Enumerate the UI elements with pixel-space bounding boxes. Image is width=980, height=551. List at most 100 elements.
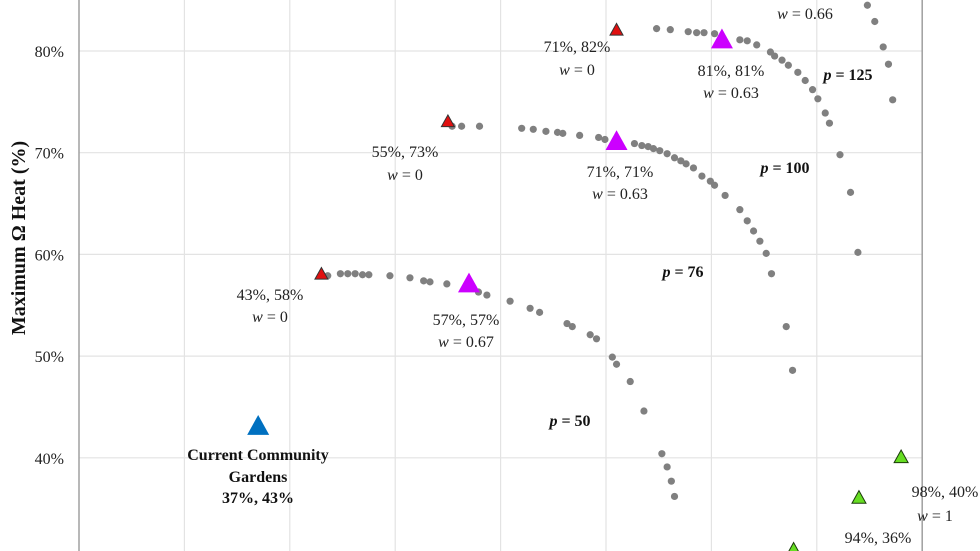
- curve-point: [458, 122, 466, 130]
- marker-current-triangle: [247, 415, 270, 435]
- marker-label: 57%, 57%: [433, 312, 500, 329]
- curve-point: [670, 154, 679, 162]
- curve-point: [684, 28, 692, 36]
- y-tick-label: 60%: [35, 247, 64, 264]
- curve-point: [406, 274, 414, 282]
- marker-w1-triangle: [851, 489, 867, 504]
- curve-point: [559, 129, 567, 137]
- curve-point: [682, 160, 690, 168]
- marker-w1-triangle: [788, 541, 799, 551]
- curve-label: p = 76: [660, 264, 703, 281]
- curve-point: [649, 145, 658, 153]
- curve-point: [771, 52, 779, 60]
- curve-point: [535, 308, 544, 316]
- marker-label: 81%, 81%: [698, 63, 765, 80]
- curve-point: [663, 463, 671, 471]
- marker-label: 98%, 40%: [912, 484, 979, 501]
- curve-point: [518, 124, 526, 132]
- curve-point: [638, 141, 646, 150]
- curve-point: [670, 492, 679, 501]
- curve-point: [700, 29, 708, 37]
- marker-label: w = 0.63: [703, 85, 759, 102]
- curve-point: [821, 109, 829, 117]
- curve-point: [640, 407, 648, 415]
- curve-point: [652, 25, 661, 33]
- marker-label: 71%, 82%: [544, 39, 611, 56]
- curve-label: p = 125: [821, 67, 872, 84]
- curve-point: [506, 297, 514, 305]
- curve-point: [753, 41, 761, 49]
- marker-label: 55%, 73%: [372, 144, 439, 161]
- curve-point: [762, 249, 770, 257]
- marker-weighted-triangle: [605, 130, 628, 151]
- curve-point: [483, 291, 491, 299]
- curve-point: [656, 147, 664, 155]
- curve-point: [626, 377, 634, 386]
- curve-point: [863, 1, 871, 9]
- curve-point: [576, 131, 584, 140]
- curve-point: [443, 280, 451, 288]
- curve-point: [736, 36, 744, 44]
- curve-point: [608, 353, 616, 361]
- curve-point: [788, 366, 797, 374]
- curve-point: [884, 60, 893, 68]
- curve-point: [808, 86, 817, 94]
- curve-point: [663, 150, 671, 158]
- curve-point: [710, 30, 719, 38]
- marker-label: Gardens: [229, 469, 288, 486]
- curve-point: [666, 26, 674, 34]
- curve-point: [836, 151, 844, 159]
- marker-label: w = 0: [559, 62, 595, 79]
- curve-point: [782, 323, 790, 331]
- curve-point: [846, 188, 855, 196]
- curve-point: [784, 61, 792, 69]
- curve-point: [689, 164, 698, 172]
- curve-point: [677, 157, 685, 165]
- curve-point: [743, 37, 751, 45]
- marker-label: w = 0: [252, 309, 288, 326]
- marker-w1-triangle: [893, 448, 909, 464]
- curve-point: [778, 56, 786, 64]
- curve-point: [344, 270, 352, 278]
- y-tick-labels: 40% 50% 60% 70% 80%: [35, 44, 64, 468]
- curve-point: [814, 95, 822, 103]
- marker-label: w = 0.66: [777, 6, 833, 23]
- curve-point: [801, 76, 809, 85]
- curve-point: [736, 206, 744, 214]
- curve-point: [879, 43, 887, 51]
- curve-points: [324, 1, 897, 501]
- curve-point: [854, 248, 862, 256]
- marker-label: Current Community: [187, 447, 328, 464]
- curve-point: [386, 272, 394, 280]
- curve-point: [475, 122, 484, 130]
- curve-point: [592, 335, 601, 343]
- curve-point: [365, 271, 373, 279]
- curve-point: [767, 270, 776, 278]
- curve-point: [756, 237, 764, 245]
- curve-point: [568, 323, 576, 331]
- curve-label: p = 50: [547, 413, 590, 430]
- curve-point: [526, 304, 534, 312]
- marker-weighted-triangle: [457, 272, 480, 293]
- grid: [79, 0, 923, 551]
- curve-point: [693, 29, 701, 37]
- marker-label: w = 0.67: [438, 334, 494, 351]
- curve-point: [825, 119, 834, 127]
- y-tick-label: 70%: [35, 146, 64, 163]
- curve-point: [743, 217, 751, 225]
- curve-point: [358, 271, 367, 279]
- curve-point: [601, 135, 609, 144]
- marker-label: w = 0.63: [592, 186, 648, 203]
- marker-label: 43%, 58%: [237, 287, 304, 304]
- curve-point: [794, 68, 802, 76]
- curve-point: [871, 17, 879, 26]
- marker-w0-triangle: [609, 22, 624, 36]
- curve-point: [710, 181, 719, 189]
- curve-point: [721, 191, 729, 200]
- marker-label: w = 1: [917, 508, 953, 525]
- curve-point: [595, 133, 603, 142]
- marker-w0-triangle: [314, 266, 329, 280]
- curve-point: [351, 270, 359, 278]
- curve-point: [658, 450, 666, 458]
